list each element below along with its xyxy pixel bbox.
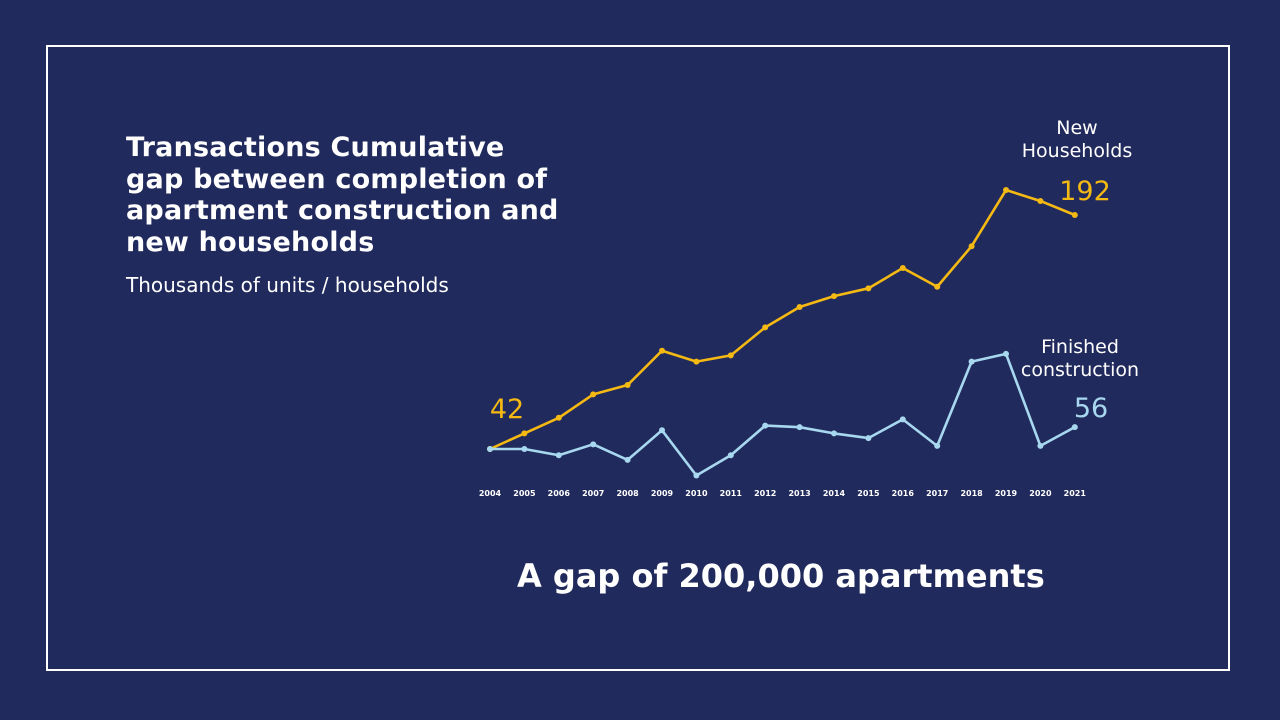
data-point	[555, 414, 562, 421]
slide-frame	[46, 45, 1230, 671]
data-point	[659, 347, 665, 354]
x-tick-label: 2009	[651, 489, 674, 498]
x-tick-label: 2016	[892, 489, 915, 498]
series-line	[488, 352, 1077, 477]
x-tick-label: 2019	[995, 489, 1018, 498]
data-point	[590, 391, 597, 398]
x-tick-label: 2018	[960, 489, 983, 498]
x-tick-label: 2013	[788, 489, 810, 498]
series-name-label: construction	[1021, 359, 1139, 381]
x-tick-label: 2007	[582, 489, 604, 498]
x-tick-label: 2006	[548, 489, 571, 498]
data-point	[521, 430, 528, 437]
data-point	[934, 283, 941, 290]
start-value-label: 42	[490, 394, 524, 425]
data-point	[693, 358, 700, 365]
data-point	[934, 442, 941, 449]
series-line	[488, 188, 1077, 451]
data-point	[1071, 424, 1078, 431]
data-point	[762, 422, 769, 429]
conclusion-text: A gap of 200,000 apartments	[517, 557, 1045, 595]
x-tick-label: 2010	[685, 489, 708, 498]
data-point	[1037, 197, 1044, 204]
chart-subtitle: Thousands of units / households	[126, 273, 449, 297]
data-point	[796, 304, 803, 311]
x-tick-label: 2008	[616, 489, 639, 498]
data-point	[659, 427, 665, 434]
series-name-label: Households	[1022, 140, 1132, 162]
data-point	[1003, 350, 1009, 357]
end-value-label: 192	[1059, 176, 1111, 207]
data-point	[1037, 442, 1044, 449]
series-name-label: New	[1056, 117, 1097, 139]
x-tick-label: 2017	[926, 489, 948, 498]
data-point	[693, 472, 700, 479]
data-point	[831, 293, 837, 300]
x-tick-label: 2014	[823, 489, 846, 498]
data-point	[899, 416, 906, 423]
data-point	[590, 441, 597, 448]
data-point	[968, 358, 975, 365]
data-point	[796, 424, 803, 431]
data-point	[899, 265, 906, 272]
data-point	[727, 452, 734, 459]
data-point	[727, 352, 734, 359]
data-point	[555, 452, 562, 459]
x-tick-label: 2021	[1064, 489, 1087, 498]
series-layer	[487, 187, 1078, 479]
data-point	[865, 285, 872, 292]
end-value-label: 56	[1074, 393, 1108, 424]
x-tick-label: 2015	[857, 489, 880, 498]
data-point	[487, 446, 493, 452]
data-point	[831, 430, 837, 437]
x-tick-label: 2005	[513, 489, 536, 498]
x-tick-label: 2004	[479, 489, 502, 498]
data-point	[1071, 212, 1078, 218]
x-tick-label: 2020	[1029, 489, 1052, 498]
data-point	[521, 446, 528, 452]
x-axis-ticks: 2004 2005 2006 2007 2008 2009 2010 2011 2012 2013…	[479, 489, 1086, 498]
data-point	[1003, 187, 1009, 194]
series-name-label: Finished	[1041, 336, 1119, 358]
data-point	[624, 456, 631, 463]
x-tick-label: 2012	[754, 489, 776, 498]
data-point	[624, 382, 631, 389]
data-point	[865, 435, 872, 442]
data-point	[968, 243, 975, 250]
x-tick-label: 2011	[720, 489, 743, 498]
chart-title: Transactions Cumulative gap between comp…	[126, 132, 559, 258]
data-point	[762, 324, 769, 331]
